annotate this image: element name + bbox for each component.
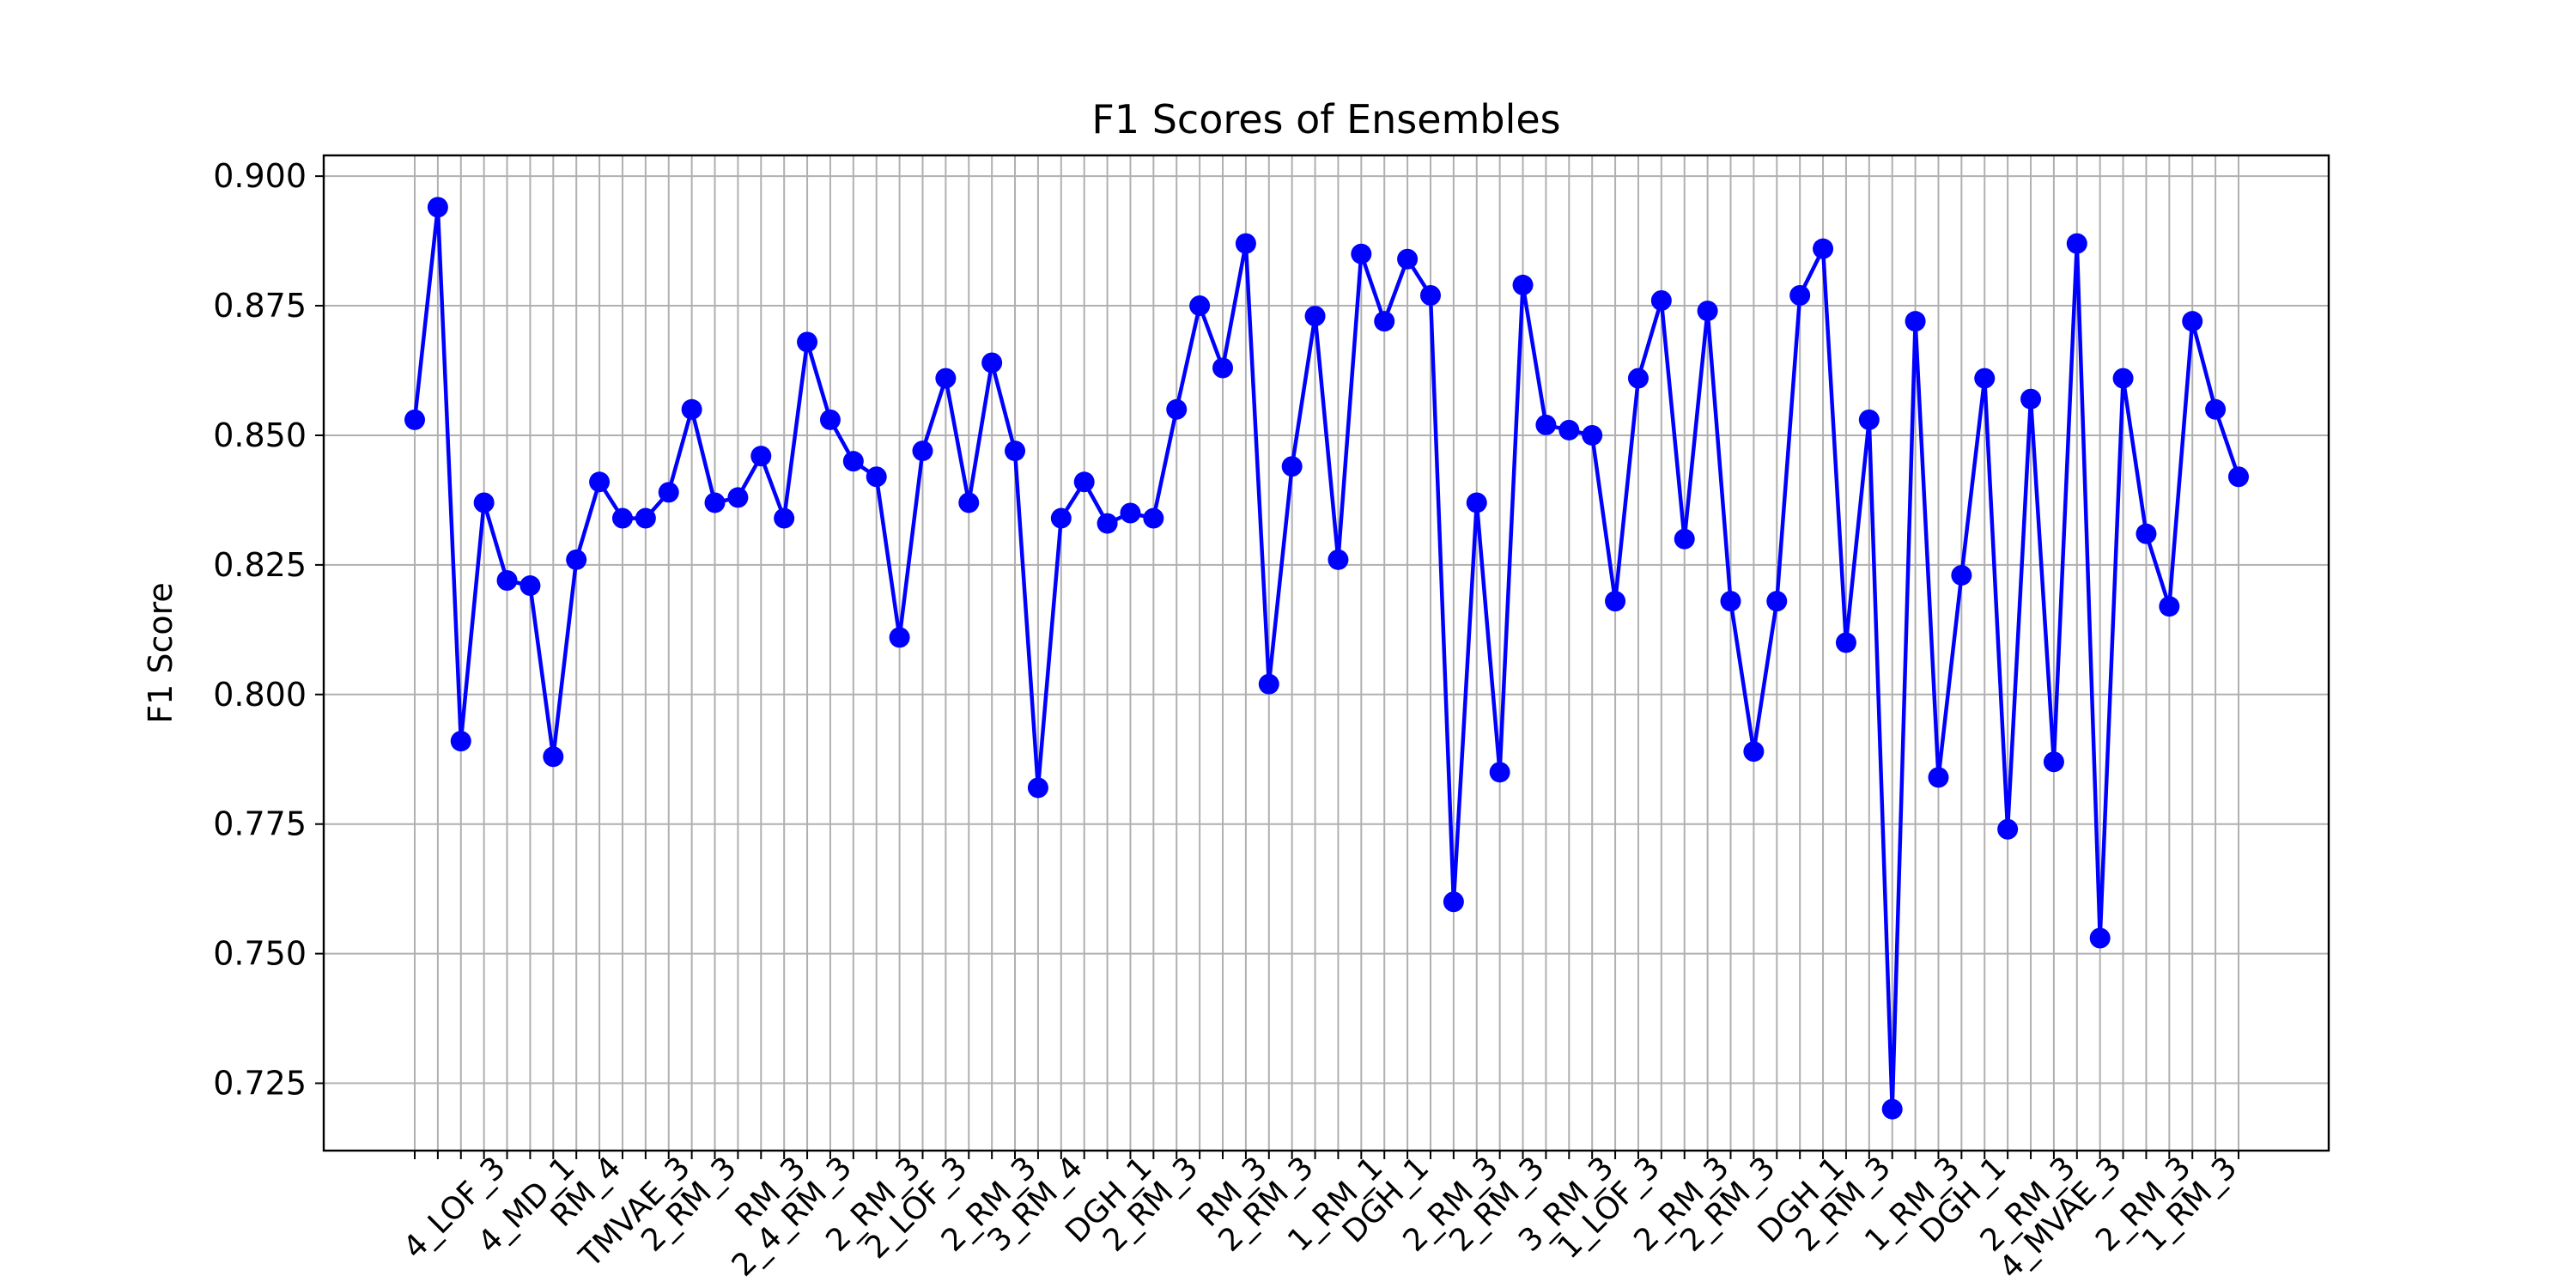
data-point: [958, 492, 980, 513]
data-point: [727, 487, 749, 508]
grid: [324, 155, 2329, 1151]
data-point: [1720, 591, 1741, 612]
y-axis-label: F1 Score: [142, 582, 179, 724]
data-point: [1304, 306, 1326, 327]
data-point: [1997, 818, 2019, 840]
data-point: [1489, 762, 1510, 783]
data-point: [1766, 591, 1788, 612]
data-point: [1027, 777, 1048, 799]
data-point: [658, 482, 679, 503]
data-point: [935, 368, 957, 389]
data-point: [1327, 549, 1349, 570]
data-point: [1605, 591, 1626, 612]
data-point: [1928, 767, 1949, 788]
series-line: [412, 205, 2241, 1111]
data-point: [750, 446, 772, 467]
data-point: [1881, 1098, 1903, 1120]
data-point: [1905, 311, 1926, 332]
data-point: [1974, 368, 1996, 389]
data-point: [2182, 311, 2203, 332]
data-point: [1858, 409, 1880, 430]
data-point: [1535, 414, 1557, 435]
chart-title: F1 Scores of Ensembles: [1091, 96, 1560, 143]
data-point: [2228, 466, 2249, 488]
y-tick-label: 0.900: [213, 157, 307, 195]
y-tick-label: 0.775: [213, 805, 307, 843]
data-point: [611, 507, 633, 529]
data-point: [681, 398, 702, 420]
data-point: [1674, 528, 1695, 550]
y-tick-label: 0.875: [213, 287, 307, 325]
data-point: [2066, 233, 2087, 254]
data-point: [1743, 741, 1765, 762]
data-point: [1443, 891, 1464, 913]
y-tick-label: 0.725: [213, 1065, 307, 1103]
data-point: [1281, 456, 1303, 477]
data-point: [774, 507, 795, 529]
data-point: [450, 731, 471, 752]
data-point: [2159, 596, 2180, 617]
data-point: [1189, 295, 1211, 317]
plot-frame: [322, 154, 2330, 1152]
data-point: [1627, 368, 1649, 389]
data-point: [704, 492, 726, 513]
y-tick-label: 0.800: [213, 676, 307, 714]
data-point: [981, 352, 1003, 374]
data-point: [1097, 513, 1118, 534]
data-point: [2136, 523, 2157, 544]
data-point: [842, 451, 864, 472]
data-point: [1120, 502, 1141, 524]
data-point: [543, 746, 564, 768]
data-point: [1582, 424, 1603, 446]
data-point: [866, 466, 887, 488]
data-point: [1258, 673, 1279, 695]
data-point: [1512, 274, 1534, 295]
data-point: [2205, 398, 2227, 420]
data-point: [589, 471, 611, 493]
data-point: [1835, 632, 1856, 653]
data-point: [1235, 233, 1256, 254]
data-point: [912, 440, 933, 462]
data-point: [404, 409, 425, 430]
series: [404, 197, 2249, 1120]
y-axis-ticks: 0.725 0.750 0.775 0.800 0.825 0.850 0.875 0.900: [213, 157, 324, 1103]
data-point: [819, 409, 841, 430]
data-point: [1073, 471, 1095, 493]
data-point: [1697, 301, 1718, 322]
data-point: [1050, 507, 1072, 529]
data-point: [1466, 492, 1487, 513]
data-point: [889, 627, 910, 648]
data-point: [2043, 751, 2064, 773]
data-point: [2089, 927, 2111, 949]
data-point: [1351, 243, 1372, 264]
data-point: [1212, 357, 1234, 379]
data-point: [635, 507, 656, 529]
data-point: [496, 569, 518, 591]
data-point: [1005, 440, 1026, 462]
data-point: [1166, 398, 1188, 420]
data-point: [1789, 284, 1811, 306]
y-tick-label: 0.850: [213, 416, 307, 454]
data-point: [473, 492, 495, 513]
y-tick-label: 0.825: [213, 546, 307, 584]
y-tick-label: 0.750: [213, 935, 307, 973]
data-point: [1951, 564, 1972, 586]
x-tick-labels: 4_LOF_34_MD_1RM_4TMVAE_32_RM_3RM_32_4_RM…: [397, 1150, 2244, 1285]
data-point: [1397, 248, 1419, 270]
x-axis-ticks: [414, 1151, 2239, 1159]
data-point: [566, 549, 587, 570]
data-point: [2112, 368, 2134, 389]
data-point: [1650, 290, 1672, 312]
data-point: [797, 331, 818, 353]
data-point: [1143, 507, 1164, 529]
data-point: [427, 197, 448, 218]
data-point: [1813, 238, 1834, 259]
data-point: [1558, 419, 1580, 440]
data-point: [519, 575, 541, 597]
data-point: [1374, 311, 1395, 332]
data-point: [1419, 284, 1441, 306]
data-point: [2020, 388, 2042, 410]
